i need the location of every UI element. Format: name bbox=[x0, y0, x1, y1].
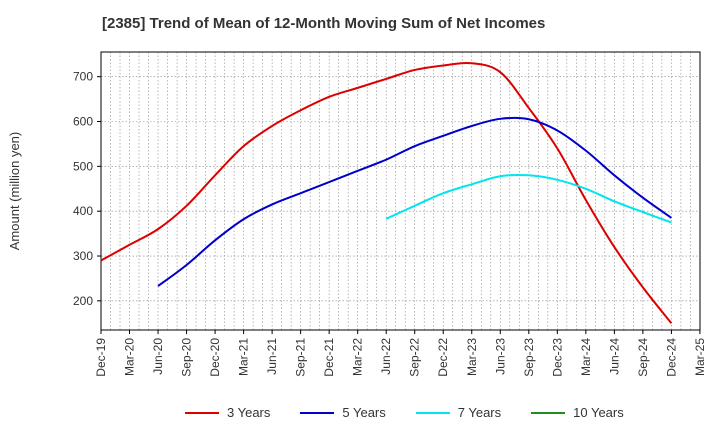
y-axis-label: Amount (million yen) bbox=[7, 132, 22, 251]
legend-label-5-years: 5 Years bbox=[342, 405, 386, 420]
x-tick-label: Dec-22 bbox=[436, 338, 450, 377]
x-tick-label: Jun-24 bbox=[607, 338, 621, 375]
legend-swatch-5-years bbox=[300, 411, 335, 414]
y-tick-label: 400 bbox=[73, 204, 93, 218]
x-tick-label: Sep-21 bbox=[294, 338, 308, 377]
x-tick-label: Dec-21 bbox=[322, 338, 336, 377]
plot-frame bbox=[100, 51, 701, 331]
x-tick-label: Dec-19 bbox=[94, 338, 108, 377]
legend-item-5-years: 5 Years bbox=[300, 405, 386, 420]
x-tick-label: Jun-20 bbox=[151, 338, 165, 375]
y-tick-label: 700 bbox=[73, 70, 93, 84]
x-tick-label: Dec-20 bbox=[208, 338, 222, 377]
x-tick-label: Dec-24 bbox=[664, 338, 678, 377]
y-tick-label: 500 bbox=[73, 159, 93, 173]
x-tick-label: Sep-23 bbox=[522, 338, 536, 377]
y-axis: 200 300 400 500 600 700 bbox=[73, 70, 101, 308]
x-tick-label: Jun-21 bbox=[265, 338, 279, 375]
legend-label-7-years: 7 Years bbox=[457, 405, 502, 420]
chart-title: [2385] Trend of Mean of 12-Month Moving … bbox=[102, 15, 546, 32]
y-tick-label: 300 bbox=[73, 249, 93, 263]
legend-swatch-7-years bbox=[415, 411, 450, 414]
series-lines bbox=[100, 61, 673, 324]
x-tick-label: Dec-23 bbox=[550, 338, 564, 377]
legend-item-3-years: 3 Years bbox=[185, 405, 270, 420]
legend-item-10-years: 10 Years bbox=[531, 405, 624, 420]
x-tick-label: Sep-24 bbox=[636, 338, 650, 377]
legend-swatch-10-years bbox=[531, 411, 566, 414]
y-tick-label: 200 bbox=[73, 294, 93, 308]
x-tick-label: Sep-22 bbox=[408, 338, 422, 377]
series-line-5-years bbox=[157, 116, 672, 287]
legend-swatch-3-years bbox=[185, 411, 219, 414]
legend-label-10-years: 10 Years bbox=[573, 405, 624, 420]
legend-item-7-years: 7 Years bbox=[415, 405, 502, 420]
x-axis: Dec-19 Mar-20 Jun-20 Sep-20 Dec-20 Mar-21 Jun-… bbox=[94, 330, 707, 377]
x-tick-label: Jun-23 bbox=[493, 338, 507, 375]
x-tick-label: Mar-21 bbox=[237, 338, 251, 376]
x-tick-label: Mar-20 bbox=[123, 338, 137, 376]
x-tick-label: Jun-22 bbox=[379, 338, 393, 375]
y-tick-label: 600 bbox=[73, 115, 93, 129]
x-tick-label: Mar-24 bbox=[579, 338, 593, 376]
x-tick-label: Sep-20 bbox=[180, 338, 194, 377]
series-line-7-years bbox=[385, 173, 672, 224]
legend-label-3-years: 3 Years bbox=[227, 405, 271, 420]
x-tick-label: Mar-23 bbox=[465, 338, 479, 376]
x-tick-label: Mar-22 bbox=[351, 338, 365, 376]
x-tick-label: Mar-25 bbox=[693, 338, 707, 376]
legend: 3 Years 5 Years 7 Years 10 Years bbox=[185, 405, 654, 420]
grid bbox=[101, 52, 701, 330]
